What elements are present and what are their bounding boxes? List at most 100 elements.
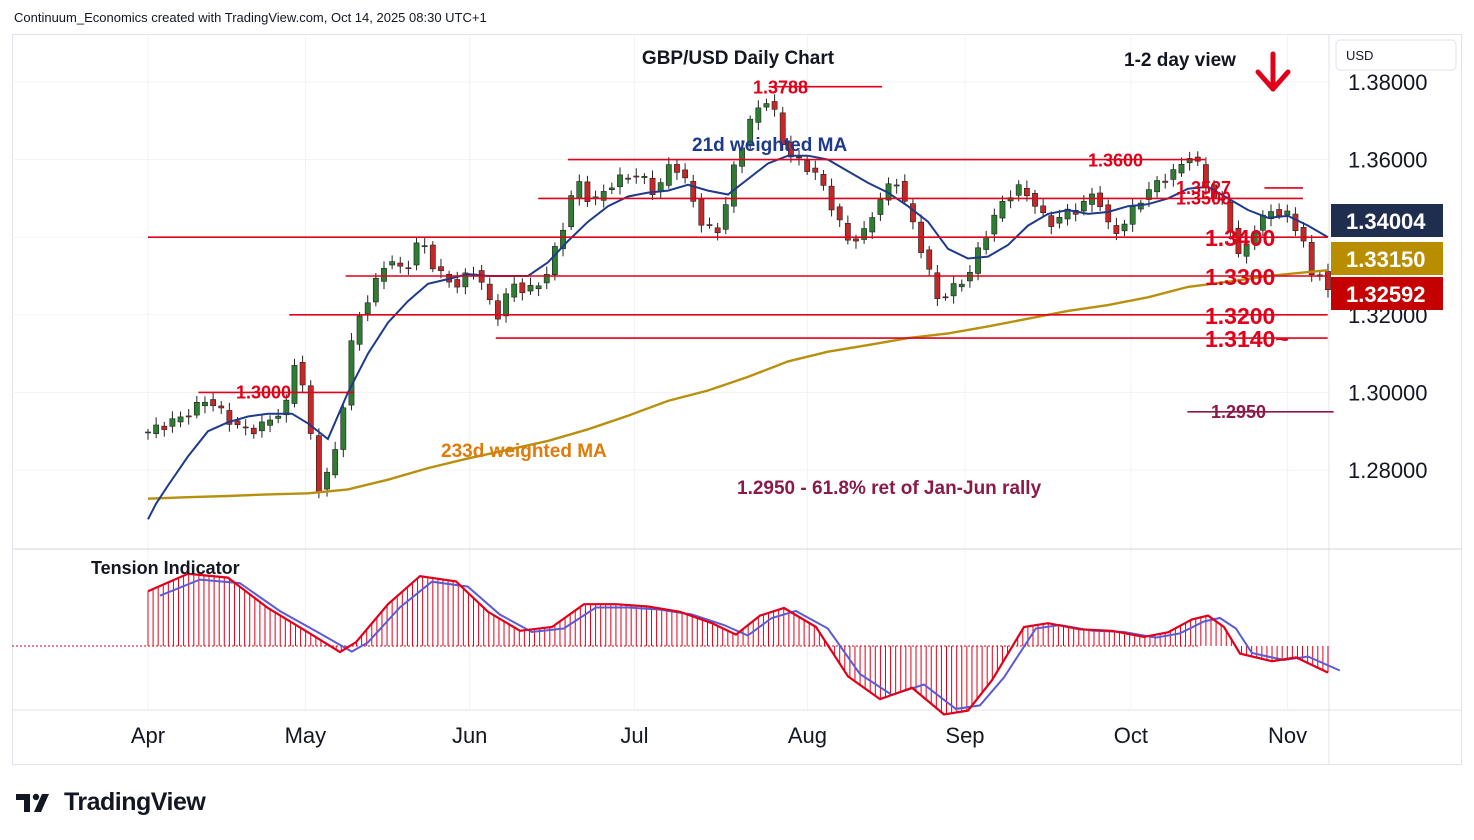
level-label-13200: 1.3200 bbox=[1205, 303, 1275, 329]
chart-attribution: Continuum_Economics created with Trading… bbox=[14, 10, 487, 25]
candle-body bbox=[1080, 200, 1087, 212]
candle-body bbox=[307, 385, 314, 434]
candle-body bbox=[674, 164, 680, 173]
tension-signal-line bbox=[159, 578, 1341, 710]
candle-body bbox=[161, 425, 168, 430]
candle-body bbox=[1186, 158, 1193, 164]
level-label-12950: 1.2950 bbox=[1211, 402, 1266, 422]
candle-body bbox=[1325, 271, 1331, 291]
price-badge-text: 1.34004 bbox=[1346, 209, 1426, 234]
candle-body bbox=[242, 426, 249, 429]
candle-body bbox=[185, 415, 192, 418]
candle-body bbox=[584, 181, 591, 202]
candle-body bbox=[535, 285, 542, 290]
candle-body bbox=[1251, 232, 1258, 245]
time-tick-label: Jul bbox=[620, 723, 648, 748]
retracement-note: 1.2950 - 61.8% ret of Jan-Jun rally bbox=[737, 478, 1042, 499]
candle-body bbox=[1170, 169, 1177, 180]
time-axis[interactable]: Apr May Jun Jul Aug Sep Oct Nov bbox=[131, 723, 1307, 748]
candle-body bbox=[991, 214, 998, 235]
level-label-13400: 1.3400 bbox=[1205, 225, 1275, 251]
candle-body bbox=[429, 244, 436, 270]
candle-body bbox=[1235, 227, 1242, 254]
candle-body bbox=[861, 228, 868, 240]
candle-body bbox=[706, 224, 713, 226]
candle-body bbox=[226, 410, 233, 425]
candle-body bbox=[372, 277, 379, 303]
down-arrow-head bbox=[1255, 69, 1291, 92]
down-arrow-icon bbox=[1255, 51, 1291, 92]
candle-body bbox=[324, 471, 330, 490]
candle-body bbox=[1308, 242, 1315, 276]
candle-body bbox=[1154, 180, 1160, 193]
candle-body bbox=[1268, 211, 1274, 220]
price-badge-bg bbox=[1331, 204, 1443, 237]
price-tick-label: 1.28000 bbox=[1348, 458, 1428, 483]
candle-body bbox=[259, 421, 265, 432]
candle-body bbox=[942, 296, 949, 299]
candle-body bbox=[869, 217, 876, 233]
annotations: GBP/USD Daily Chart 1-2 day view 21d weigh… bbox=[91, 48, 1291, 578]
candle-body bbox=[641, 176, 648, 178]
tradingview-logo-icon bbox=[16, 793, 49, 812]
candle-body bbox=[1292, 213, 1299, 231]
candle-body bbox=[283, 399, 290, 416]
candle-body bbox=[568, 195, 575, 227]
candle-body bbox=[495, 300, 501, 320]
candle-body bbox=[853, 238, 859, 242]
candle-body bbox=[1121, 223, 1128, 232]
candle-body bbox=[1129, 206, 1136, 225]
candle-body bbox=[202, 401, 208, 407]
candle-body bbox=[1227, 201, 1234, 233]
moving-averages bbox=[147, 154, 1329, 520]
candle-body bbox=[731, 164, 737, 207]
tension-line bbox=[147, 572, 1329, 716]
candlestick-series bbox=[145, 94, 1331, 499]
chart-title: GBP/USD Daily Chart bbox=[642, 48, 835, 69]
chart-frame bbox=[12, 34, 1462, 765]
price-axis[interactable]: USD1.380001.360001.320001.300001.280001.… bbox=[1331, 39, 1457, 483]
ma233-line bbox=[147, 269, 1329, 500]
candle-body bbox=[739, 147, 745, 167]
candle-body bbox=[364, 302, 371, 315]
candle-body bbox=[1023, 187, 1030, 196]
ma233-label: 233d weighted MA bbox=[441, 441, 607, 462]
candle-body bbox=[600, 191, 607, 201]
candle-body bbox=[551, 246, 558, 276]
price-badge-text: 1.33150 bbox=[1346, 247, 1426, 272]
time-tick-label: Nov bbox=[1268, 723, 1307, 748]
candle-body bbox=[649, 177, 656, 195]
candle-body bbox=[812, 167, 819, 173]
candle-body bbox=[1040, 205, 1047, 214]
price-badge-bg bbox=[1331, 277, 1443, 310]
candle-body bbox=[503, 293, 509, 317]
candle-body bbox=[844, 222, 851, 241]
level-label-13140: 1.3140~ bbox=[1205, 326, 1289, 352]
candle-body bbox=[291, 365, 298, 404]
candle-body bbox=[169, 418, 176, 427]
candle-body bbox=[934, 272, 941, 299]
candle-body bbox=[796, 156, 802, 159]
price-tick-label: 1.38000 bbox=[1348, 70, 1428, 95]
tension-indicator-title: Tension Indicator bbox=[91, 558, 240, 578]
time-tick-label: Sep bbox=[945, 723, 984, 748]
level-label-13788: 1.3788 bbox=[753, 78, 808, 98]
time-tick-label: Aug bbox=[788, 723, 827, 748]
candle-body bbox=[617, 174, 623, 188]
candle-body bbox=[234, 420, 241, 426]
candle-body bbox=[454, 279, 461, 288]
candle-body bbox=[486, 283, 493, 301]
candle-body bbox=[787, 141, 794, 158]
candle-body bbox=[560, 229, 566, 250]
currency-badge[interactable]: USD bbox=[1335, 39, 1457, 71]
candle-body bbox=[1056, 216, 1063, 224]
candle-body bbox=[836, 206, 843, 221]
candle-body bbox=[1146, 189, 1152, 200]
candle-body bbox=[910, 203, 916, 223]
price-badge-text: 1.32592 bbox=[1346, 282, 1426, 307]
candle-body bbox=[714, 227, 721, 234]
candle-body bbox=[682, 169, 688, 179]
tradingview-logo[interactable]: TradingView bbox=[16, 788, 206, 817]
